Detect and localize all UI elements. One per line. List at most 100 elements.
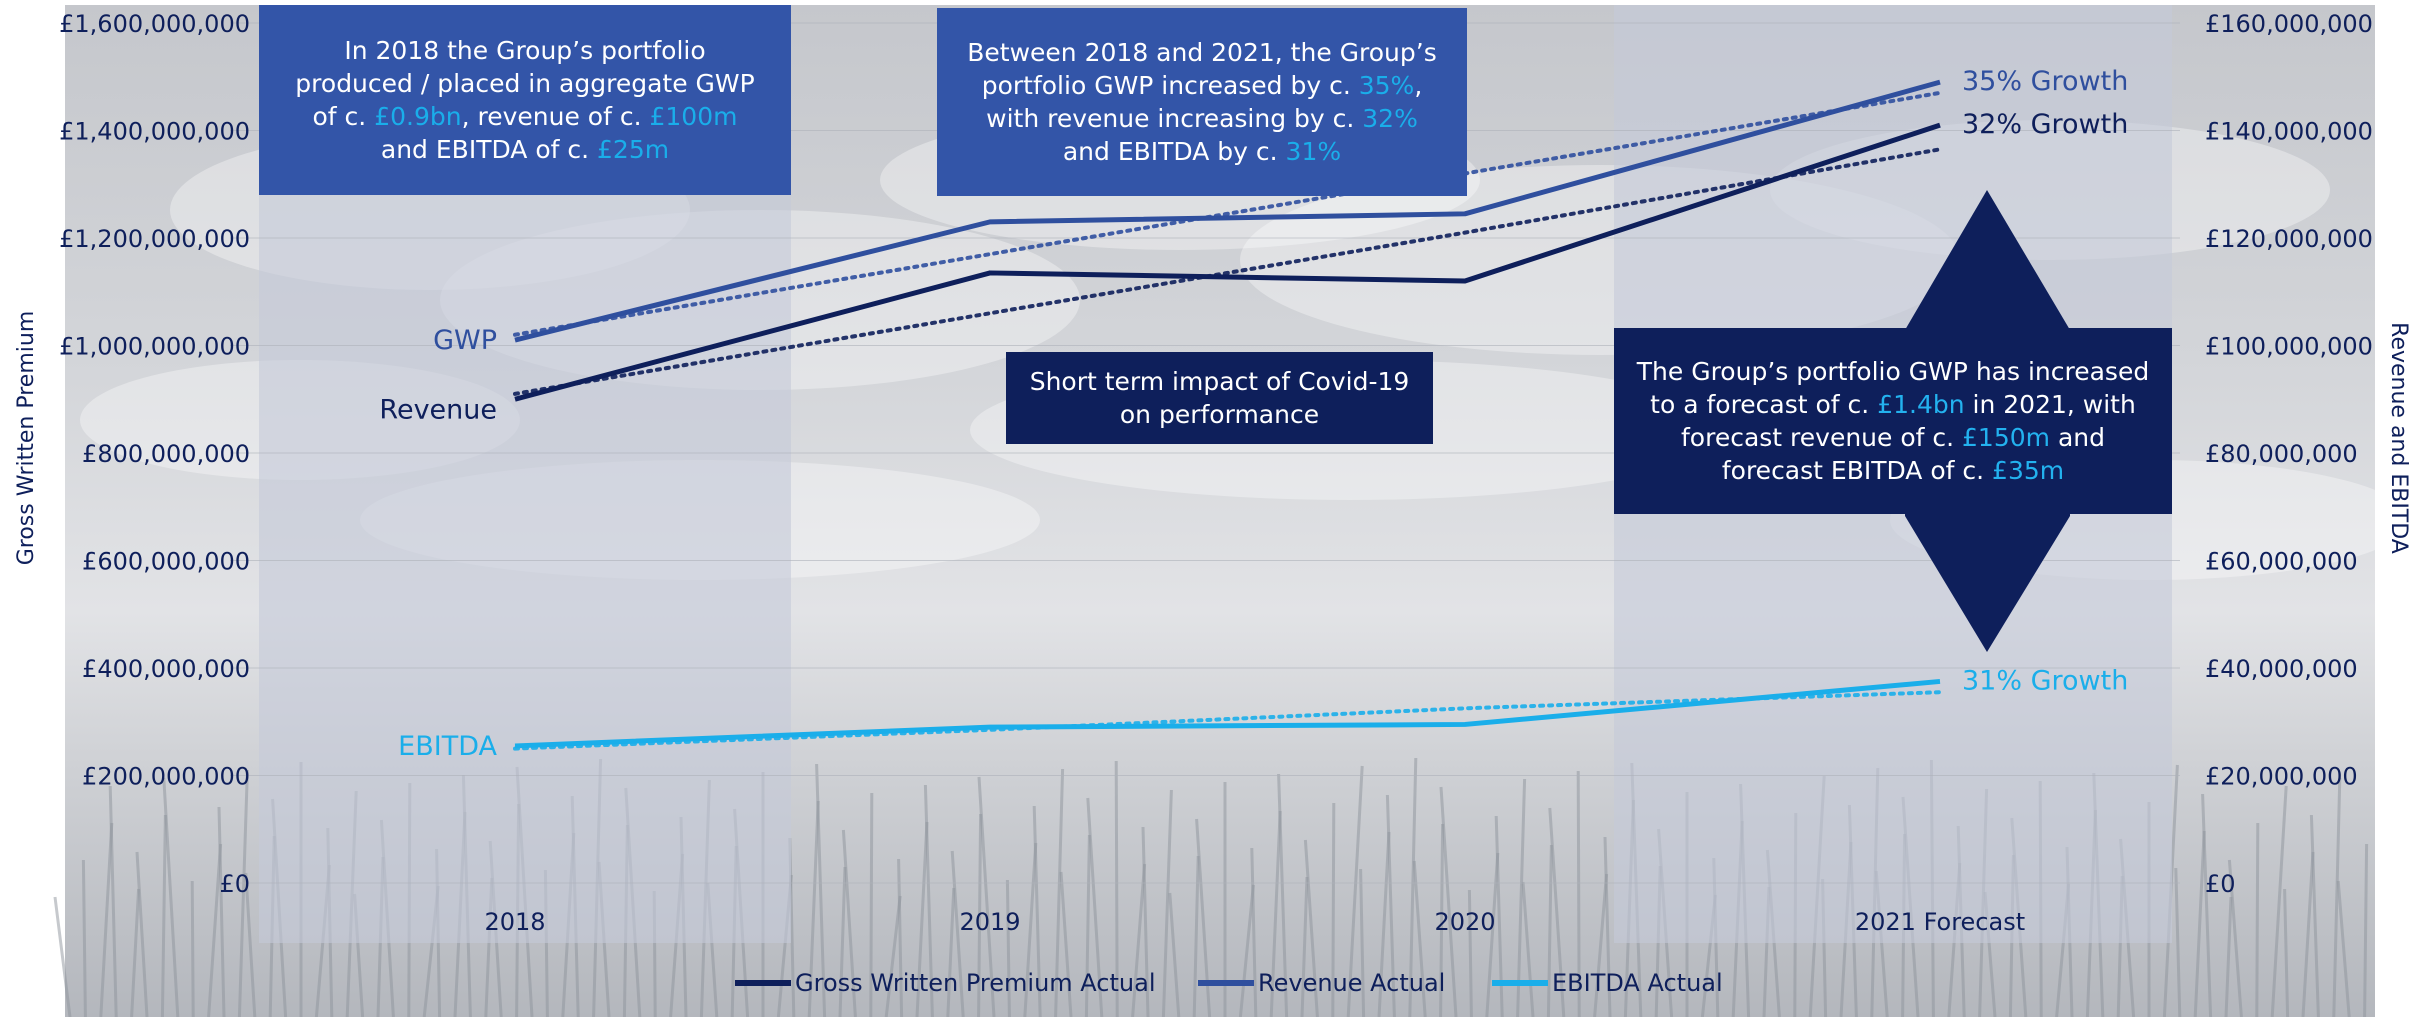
grass-stalk [1269,810,1282,1017]
series-labels: 32% Growth Revenue 35% Growth GWP 31% Growth… [379,66,2128,762]
grass-stalk [2332,777,2342,1017]
series-line [514,122,1941,402]
x-tick-label: 2019 [959,908,1020,936]
annotation-2018-ebitda-value: £25m [597,135,670,164]
grass-stalk [1054,768,1065,1017]
grass-stalk [841,829,857,1017]
x-tick-label: 2021 Forecast [1855,908,2025,936]
left-axis-title: Gross Written Premium [14,311,39,566]
annotation-forecast-text: The Group’s portfolio GWP has increased … [1636,355,2150,487]
grass-stalk [2174,867,2182,1017]
grass-stalk [1141,826,1150,1017]
grass-stalk [1412,860,1427,1017]
grass-stalk [977,776,996,1017]
annotation-growth-gwp-value: 35% [1358,71,1415,100]
grass-stalk [1439,823,1445,1017]
grass-stalk [217,806,226,1017]
annotation-2018-part1: In 2018 the Group’s portfolio produced /… [295,36,755,131]
grass-stalk [135,851,149,1017]
right-axis: £0 £20,000,000 £40,000,000 £60,000,000 £80,0… [2205,10,2411,898]
left-tick-label: £200,000,000 [82,763,250,791]
grass-stalk [923,784,934,1017]
annotation-growth-revenue-value: 32% [1362,104,1418,133]
right-tick-label: £160,000,000 [2205,10,2373,38]
grass-stalk [2363,843,2369,1017]
grass-stalk [1467,889,1473,1017]
legend-label: Gross Written Premium Actual [795,969,1155,997]
grass-stalk [81,859,87,1017]
right-tick-label: £140,000,000 [2205,118,2373,146]
annotation-2018-text: In 2018 the Group’s portfolio produced /… [295,34,755,166]
annotation-forecast-revenue-value: £150m [1962,423,2051,452]
legend: Gross Written Premium Actual Revenue Actu… [735,969,1723,997]
annotation-covid-text: Short term impact of Covid-19 on perform… [1029,367,1410,429]
annotation-growth-text: Between 2018 and 2021, the Group’s portf… [965,36,1439,168]
grass-stalk [1084,834,1091,1017]
annotation-forecast-part2: in 2021, with forecast revenue of c. [1681,390,2136,452]
grass-stalk [2201,793,2213,1017]
left-tick-label: £1,000,000,000 [59,333,250,361]
growth-label: 35% Growth [1962,66,2128,97]
x-tick-label: 2020 [1434,908,1495,936]
grass-stalk [244,872,257,1017]
annotation-2018: In 2018 the Group’s portfolio produced /… [259,5,791,195]
grass-stalk [838,866,847,1017]
grass-stalk [162,777,180,1017]
grass-stalk [977,813,983,1017]
x-axis: 2018 2019 2020 2021 Forecast [484,908,2025,936]
grass-stalk [1032,805,1042,1017]
right-axis-title: Revenue and EBITDA [2386,322,2411,554]
grass-stalk [1408,757,1418,1017]
annotation-covid: Short term impact of Covid-19 on perform… [1006,352,1433,444]
grass-stalk [2309,814,2320,1017]
grass-stalk [108,785,118,1017]
grass-stalk [1059,871,1073,1017]
growth-label: 32% Growth [1962,109,2128,140]
grass-stalk [190,880,195,1017]
series-start-label: Revenue [379,394,497,425]
grass-stalk [1303,839,1319,1017]
grass-stalk [807,800,820,1017]
annotation-growth-part1: Between 2018 and 2021, the Group’s portf… [967,38,1437,100]
left-tick-label: £0 [219,870,250,898]
legend-label: Revenue Actual [1258,969,1445,997]
annotation-forecast-ebitda-value: £35m [1992,456,2065,485]
grass-stalk [2224,896,2233,1017]
grass-stalk [1277,773,1289,1017]
grass-stalk [2227,859,2243,1017]
annotation-forecast-part1: The Group’s portfolio GWP has increased … [1636,357,2150,419]
grass-stalk [1516,778,1527,1017]
trend-line [513,690,1942,751]
grass-stalk [1192,855,1200,1017]
right-tick-label: £40,000,000 [2205,655,2358,683]
grass-stalk [950,850,965,1017]
annotation-growth-part3: and EBITDA by c. [1062,137,1286,166]
annotation-forecast-gwp-value: £1.4bn [1877,390,1965,419]
grass-stalk [869,792,874,1017]
grass-stalk [237,769,249,1017]
grass-stalk [1603,836,1612,1017]
grass-stalk [160,814,167,1017]
grass-stalk [1086,797,1104,1017]
right-tick-label: £120,000,000 [2205,225,2373,253]
right-tick-label: £0 [2205,870,2236,898]
annotation-2018-part2: , revenue of c. [461,102,650,131]
grass-stalk [2255,822,2260,1017]
grass-stalk [1114,760,1119,1017]
grass-stalk [1548,807,1566,1017]
left-tick-label: £400,000,000 [82,655,250,683]
trend-line [513,90,1942,337]
annotation-forecast-part3: and forecast EBITDA of c. [1721,423,2105,485]
annotation-growth-ebitda-value: 31% [1285,137,1342,166]
grass-stalk [946,887,956,1017]
grass-stalk [1250,847,1258,1017]
left-tick-label: £1,400,000,000 [59,118,250,146]
right-tick-label: £60,000,000 [2205,548,2358,576]
annotation-growth: Between 2018 and 2021, the Group’s portf… [937,8,1467,196]
right-tick-label: £100,000,000 [2205,333,2373,361]
growth-label: 31% Growth [1962,665,2128,696]
left-tick-label: £800,000,000 [82,440,250,468]
grass-stalk [1300,876,1309,1017]
grass-stalk [130,888,141,1017]
